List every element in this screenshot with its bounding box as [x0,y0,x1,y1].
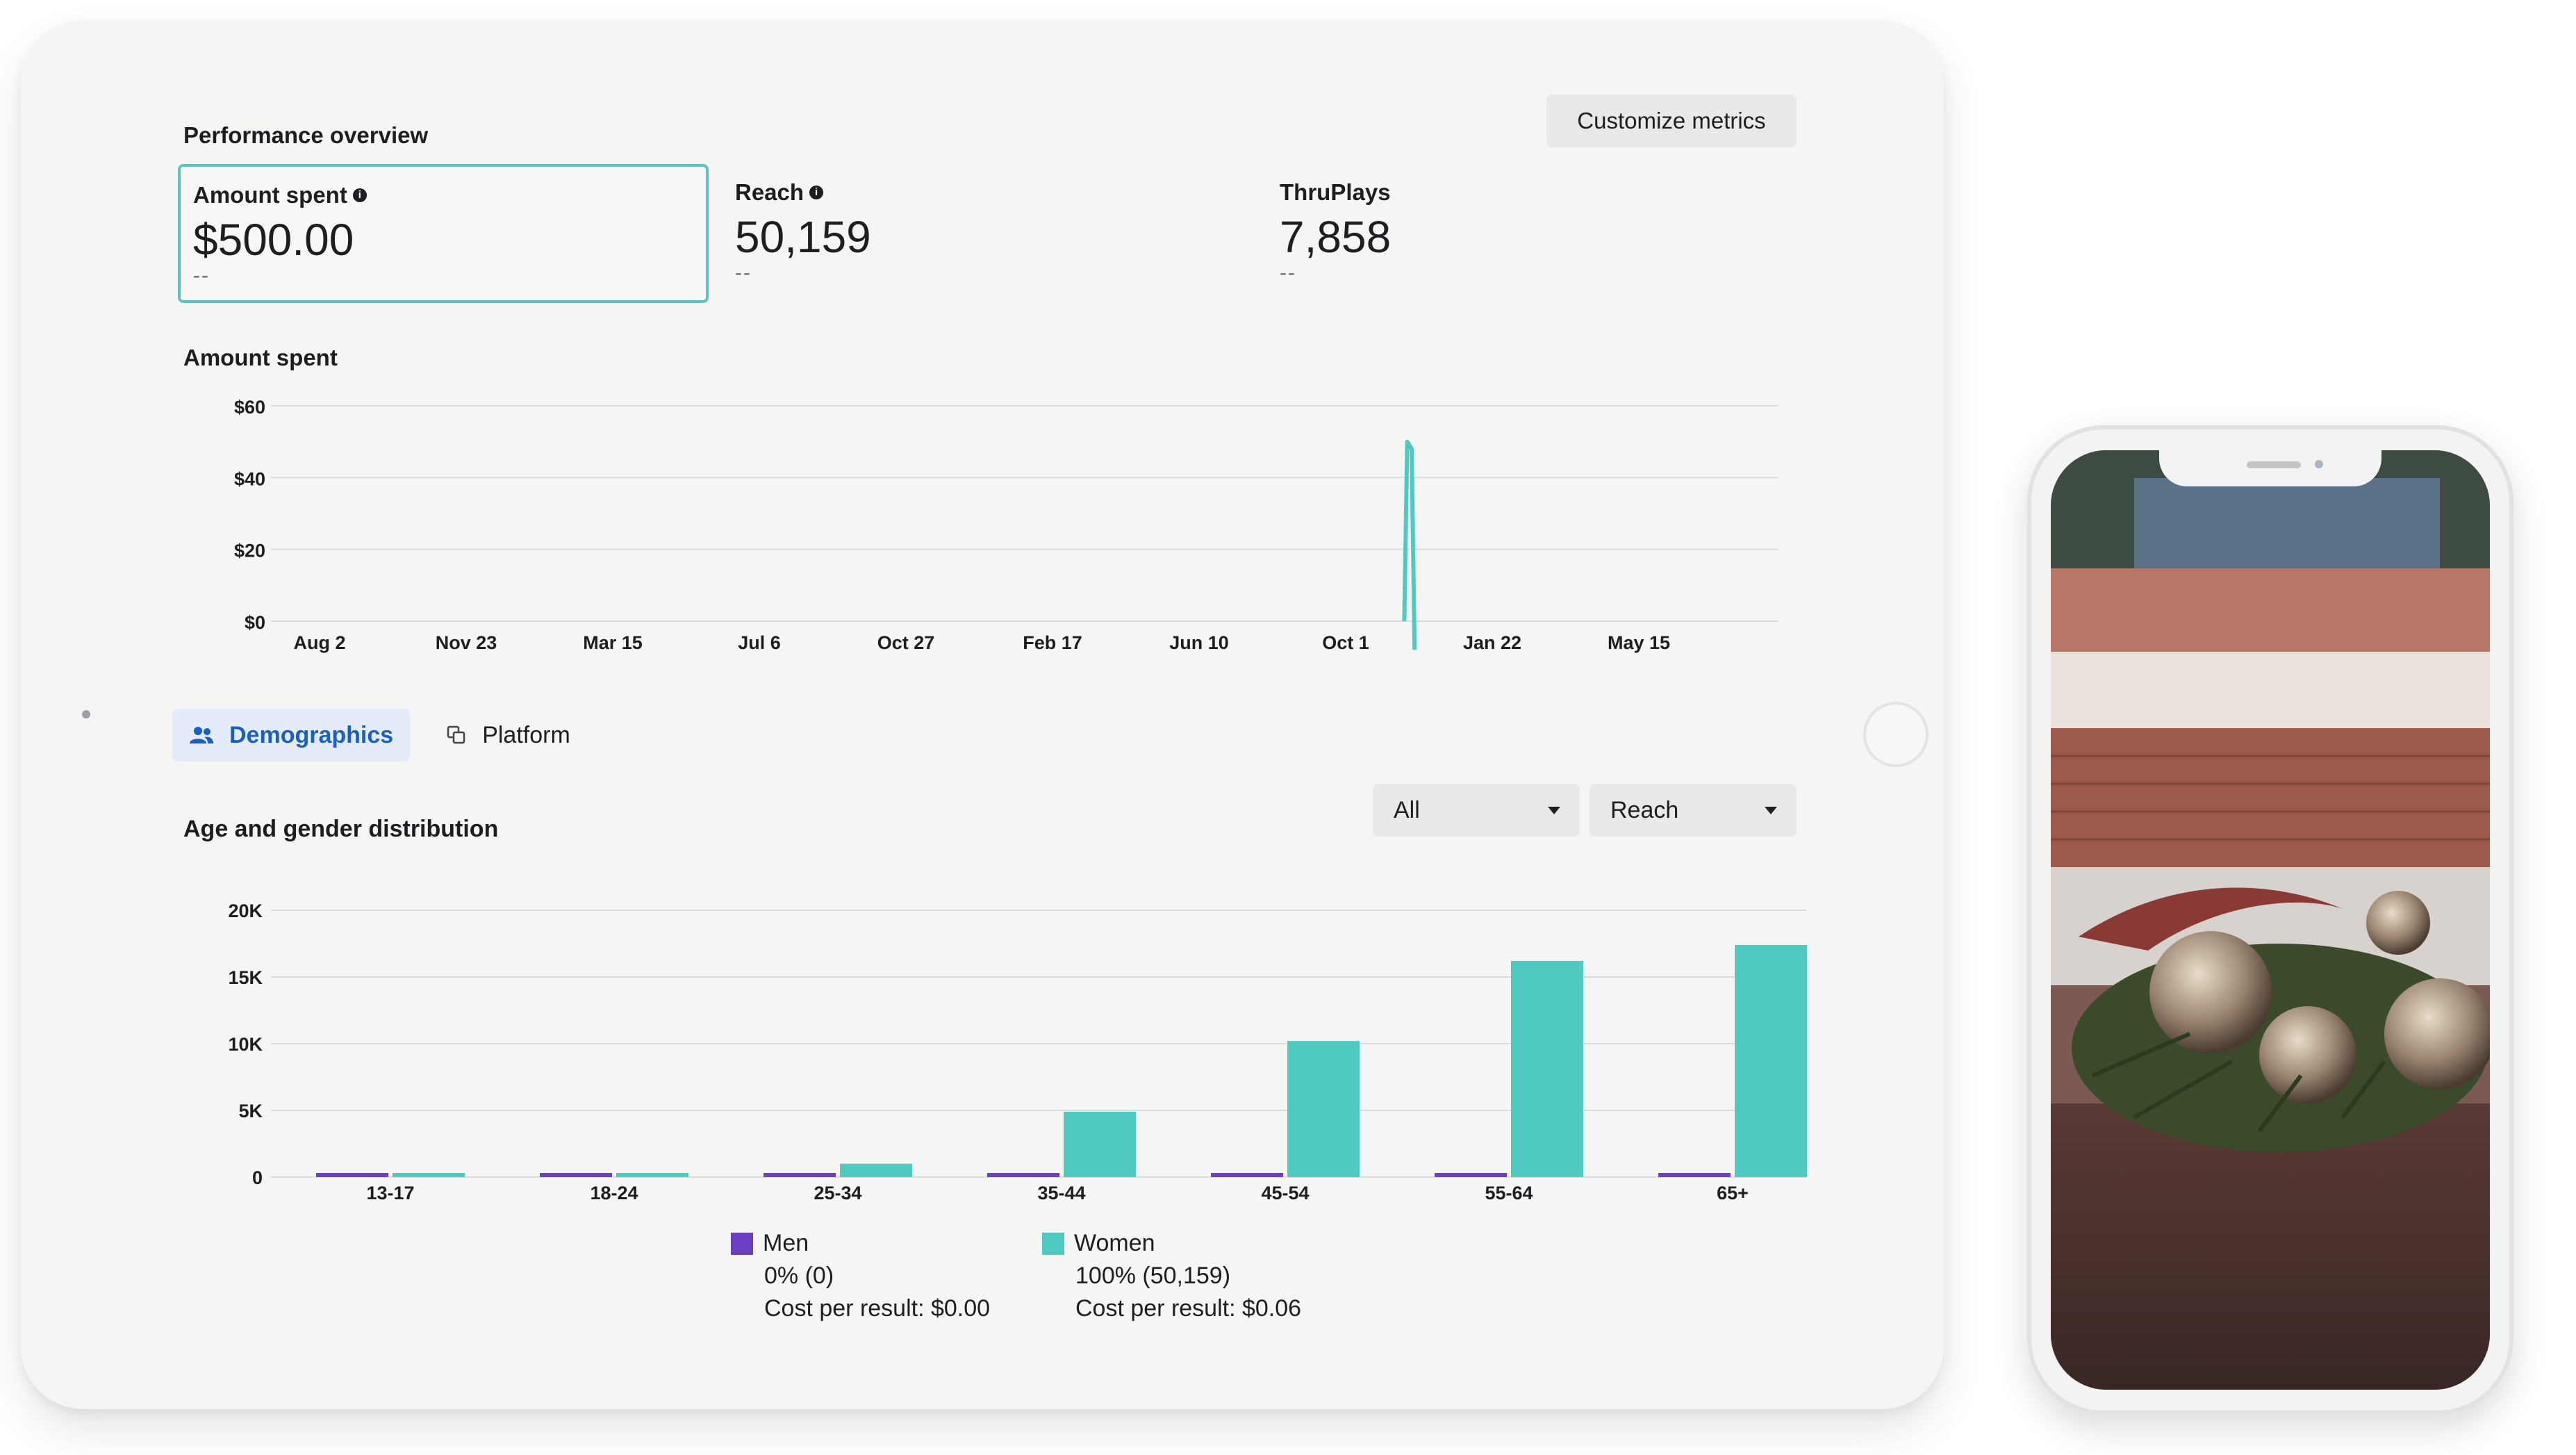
metric-delta: -- [193,264,210,287]
x-tick-label: Mar 15 [583,632,643,653]
breakdown-tabs: Demographics Platform [172,709,587,762]
bar-women [840,1163,912,1177]
platform-icon [447,725,465,744]
phone-notch [2159,450,2381,486]
metric-value: $500.00 [193,215,354,265]
x-tick-label: Feb 17 [1023,632,1082,653]
metric-label: ThruPlays [1280,179,1391,205]
x-tick-label: 55-64 [1485,1183,1533,1203]
tab-platform[interactable]: Platform [429,709,587,762]
metric-card-amount-spent[interactable]: Amount spent i $500.00 -- [178,164,709,303]
bar-men [316,1173,388,1177]
legend-men-label: Men [763,1230,809,1256]
x-tick-label: 65+ [1717,1183,1749,1203]
x-tick-label: Nov 23 [436,632,497,653]
y-tick-label: $60 [234,397,265,418]
ad-video-preview[interactable] [2051,450,2490,1390]
holiday-decor-photo [2051,450,2490,1390]
x-tick-label: Jun 10 [1169,632,1229,653]
metric-dropdown[interactable]: Reach [1590,784,1797,837]
legend-men-share: 0% (0) [764,1263,834,1289]
men-swatch [731,1232,753,1255]
legend-women: Women 100% (50,159) Cost per result: $0.… [1042,1227,1302,1325]
x-tick-label: Aug 2 [293,632,345,653]
amount-spent-line-chart: $0 $20 $40 $60 Aug 2 Nov 23 Mar 15 Jul 6 Oct 27 F… [234,397,1778,653]
y-tick-label: 15K [228,967,263,988]
y-tick-label: 5K [238,1101,263,1121]
tab-demographics[interactable]: Demographics [172,709,411,762]
bar-women [616,1173,688,1177]
spend-chart-title: Amount spent [183,345,338,370]
y-tick-label: 0 [252,1167,263,1188]
x-tick-label: 13-17 [366,1183,414,1203]
info-icon[interactable]: i [352,188,367,202]
metric-delta: -- [735,261,752,284]
performance-overview-title: Performance overview [183,122,429,148]
metric-dropdown-value: Reach [1610,796,1679,823]
x-tick-label: 25-34 [814,1183,861,1203]
audience-filter-value: All [1394,796,1420,823]
y-tick-label: 10K [228,1034,263,1055]
legend-women-share: 100% (50,159) [1075,1263,1231,1289]
y-tick-label: $20 [234,541,265,561]
phone-frame [2027,425,2513,1415]
bar-women [393,1173,465,1177]
bar-women [1511,960,1583,1177]
x-tick-label: 18-24 [590,1183,638,1203]
speaker-icon [2247,461,2301,468]
tablet-camera [82,710,90,718]
metric-label: Reach i [735,179,1241,206]
series-line-amount-spent [1402,439,1417,650]
tablet-frame: Performance overview Customize metrics A… [21,21,1944,1409]
age-gender-bar-chart: 0 5K 10K 15K 20K 13-17 18-24 25-34 35-44 45-54 55-… [228,901,1807,1203]
metric-delta: -- [1280,261,1296,284]
legend-men-cost: Cost per result: $0.00 [764,1295,991,1322]
chevron-down-icon [1765,806,1777,814]
bar-women [1735,944,1807,1177]
legend-women-cost: Cost per result: $0.06 [1075,1295,1302,1322]
chevron-down-icon [1548,806,1560,814]
metric-label: Amount spent i [193,182,693,208]
y-tick-label: 20K [228,901,263,921]
bar-men [987,1173,1059,1177]
bar-men [540,1173,612,1177]
front-camera-icon [2315,460,2323,468]
x-tick-label: Jul 6 [738,632,781,653]
metric-card-thruplays[interactable]: ThruPlays 7,858 -- [1267,164,1798,303]
tab-demographics-label: Demographics [229,721,394,748]
metric-value: 50,159 [735,212,871,262]
customize-metrics-button[interactable]: Customize metrics [1546,94,1797,147]
info-icon[interactable]: i [809,186,824,199]
metric-card-reach[interactable]: Reach i 50,159 -- [723,164,1253,303]
metric-value: 7,858 [1280,212,1392,262]
women-swatch [1042,1232,1064,1255]
bar-women [1064,1111,1136,1177]
bar-women [1287,1041,1360,1177]
legend-men: Men 0% (0) Cost per result: $0.00 [731,1227,991,1325]
tab-platform-label: Platform [482,721,570,748]
bar-men [1658,1173,1731,1177]
tablet-home-button[interactable] [1863,702,1929,767]
x-tick-label: May 15 [1608,632,1670,653]
bar-men [763,1173,836,1177]
y-tick-label: $0 [245,612,265,633]
x-tick-label: Oct 27 [877,632,935,653]
x-tick-label: 35-44 [1037,1183,1085,1203]
bar-men [1211,1173,1283,1177]
age-gender-title: Age and gender distribution [183,816,499,842]
legend-women-label: Women [1074,1230,1155,1256]
x-tick-label: 45-54 [1261,1183,1309,1203]
bar-men [1435,1173,1507,1177]
audience-filter-dropdown[interactable]: All [1373,784,1580,837]
y-tick-label: $40 [234,468,265,489]
people-icon [190,727,213,743]
x-tick-label: Jan 22 [1463,632,1521,653]
x-tick-label: Oct 1 [1322,632,1369,653]
